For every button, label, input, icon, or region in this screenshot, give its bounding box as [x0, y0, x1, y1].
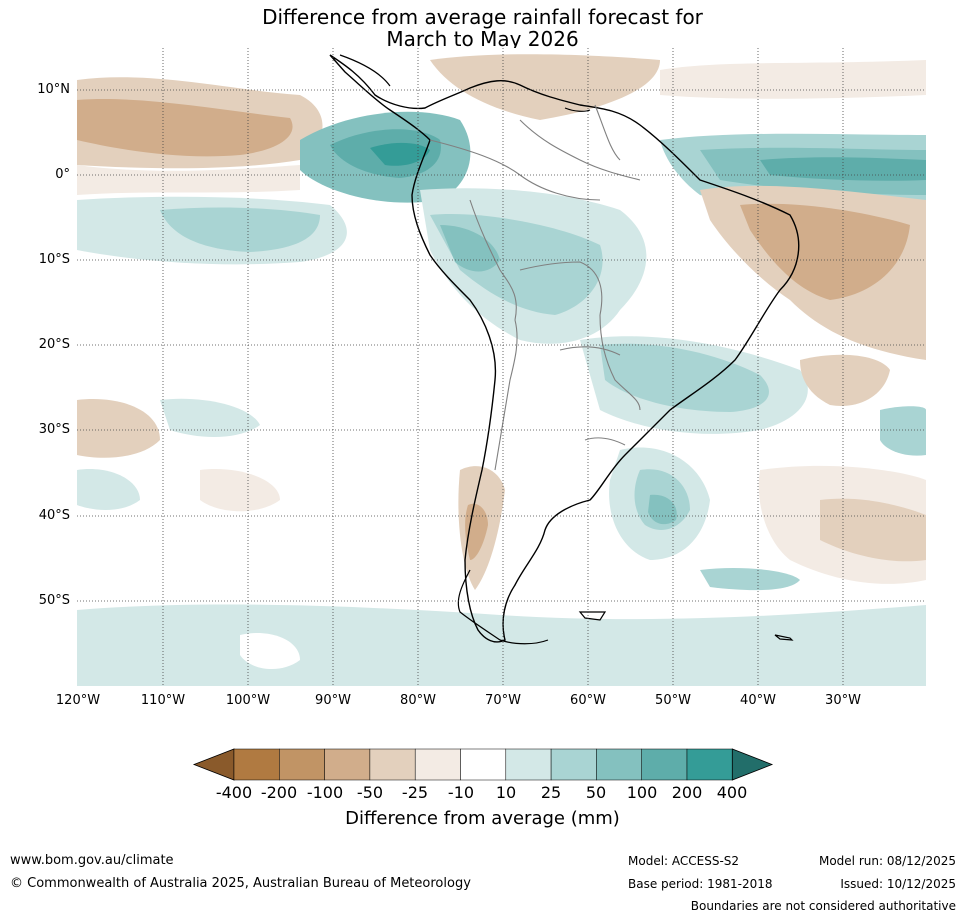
title-line-1: Difference from average rainfall forecas… [262, 5, 703, 29]
model-text: Model: ACCESS-S2 [628, 854, 740, 868]
boundaries-note: Boundaries are not considered authoritat… [690, 899, 956, 913]
colorbar-tick-label: 100 [626, 783, 658, 802]
lon-label: 80°W [400, 693, 436, 708]
lon-label: 100°W [225, 693, 271, 708]
website-link[interactable]: www.bom.gov.au/climate [10, 853, 174, 868]
lat-label: 40°S [38, 508, 70, 523]
copyright-text: © Commonwealth of Australia 2025, Austra… [10, 876, 471, 891]
lat-label: 10°N [37, 82, 70, 97]
colorbar-tick-label: 50 [585, 783, 607, 802]
colorbar-tick-label: 10 [495, 783, 517, 802]
colorbar-title: Difference from average (mm) [345, 808, 620, 829]
lon-label: 40°W [740, 693, 776, 708]
lat-label: 0° [55, 167, 70, 182]
colorbar-segment [233, 748, 280, 781]
title-line-2: March to May 2026 [386, 27, 579, 51]
lat-label: 10°S [38, 252, 70, 267]
colorbar-tick-label: -100 [306, 783, 344, 802]
colorbar-segment [460, 748, 507, 781]
colorbar-segment [324, 748, 371, 781]
base-period-text: Base period: 1981-2018 [628, 877, 773, 891]
anomaly-field [77, 48, 926, 686]
lon-label: 30°W [825, 693, 861, 708]
lon-label: 90°W [315, 693, 351, 708]
lon-label: 50°W [655, 693, 691, 708]
colorbar-tick-label: -400 [215, 783, 253, 802]
lat-label: 20°S [38, 337, 70, 352]
colorbar-tick-label: 25 [540, 783, 562, 802]
colorbar [192, 748, 774, 781]
lon-label: 60°W [570, 693, 606, 708]
colorbar-tick-label: -25 [401, 783, 429, 802]
graticule [77, 48, 926, 686]
colorbar-tick-label: -200 [260, 783, 298, 802]
colorbar-segment [369, 748, 416, 781]
colorbar-segment [641, 748, 688, 781]
colorbar-extend-high [731, 748, 774, 781]
colorbar-segment [550, 748, 597, 781]
colorbar-segment [279, 748, 325, 781]
colorbar-segment [414, 748, 461, 781]
model-run-text: Model run: 08/12/2025 [818, 854, 956, 868]
colorbar-segment [596, 748, 642, 781]
colorbar-segment [686, 748, 733, 781]
colorbar-tick-label: 400 [716, 783, 748, 802]
lat-label: 30°S [38, 422, 70, 437]
lon-label: 70°W [485, 693, 521, 708]
colorbar-tick-label: 200 [671, 783, 703, 802]
lon-label: 110°W [140, 693, 186, 708]
colorbar-tick-label: -50 [356, 783, 384, 802]
colorbar-tick-label: -10 [447, 783, 475, 802]
lat-label: 50°S [38, 593, 70, 608]
colorbar-extend-low [192, 748, 235, 781]
lon-label: 120°W [55, 693, 101, 708]
issued-text: Issued: 10/12/2025 [840, 877, 956, 891]
colorbar-segment [505, 748, 552, 781]
coastlines [329, 54, 800, 645]
